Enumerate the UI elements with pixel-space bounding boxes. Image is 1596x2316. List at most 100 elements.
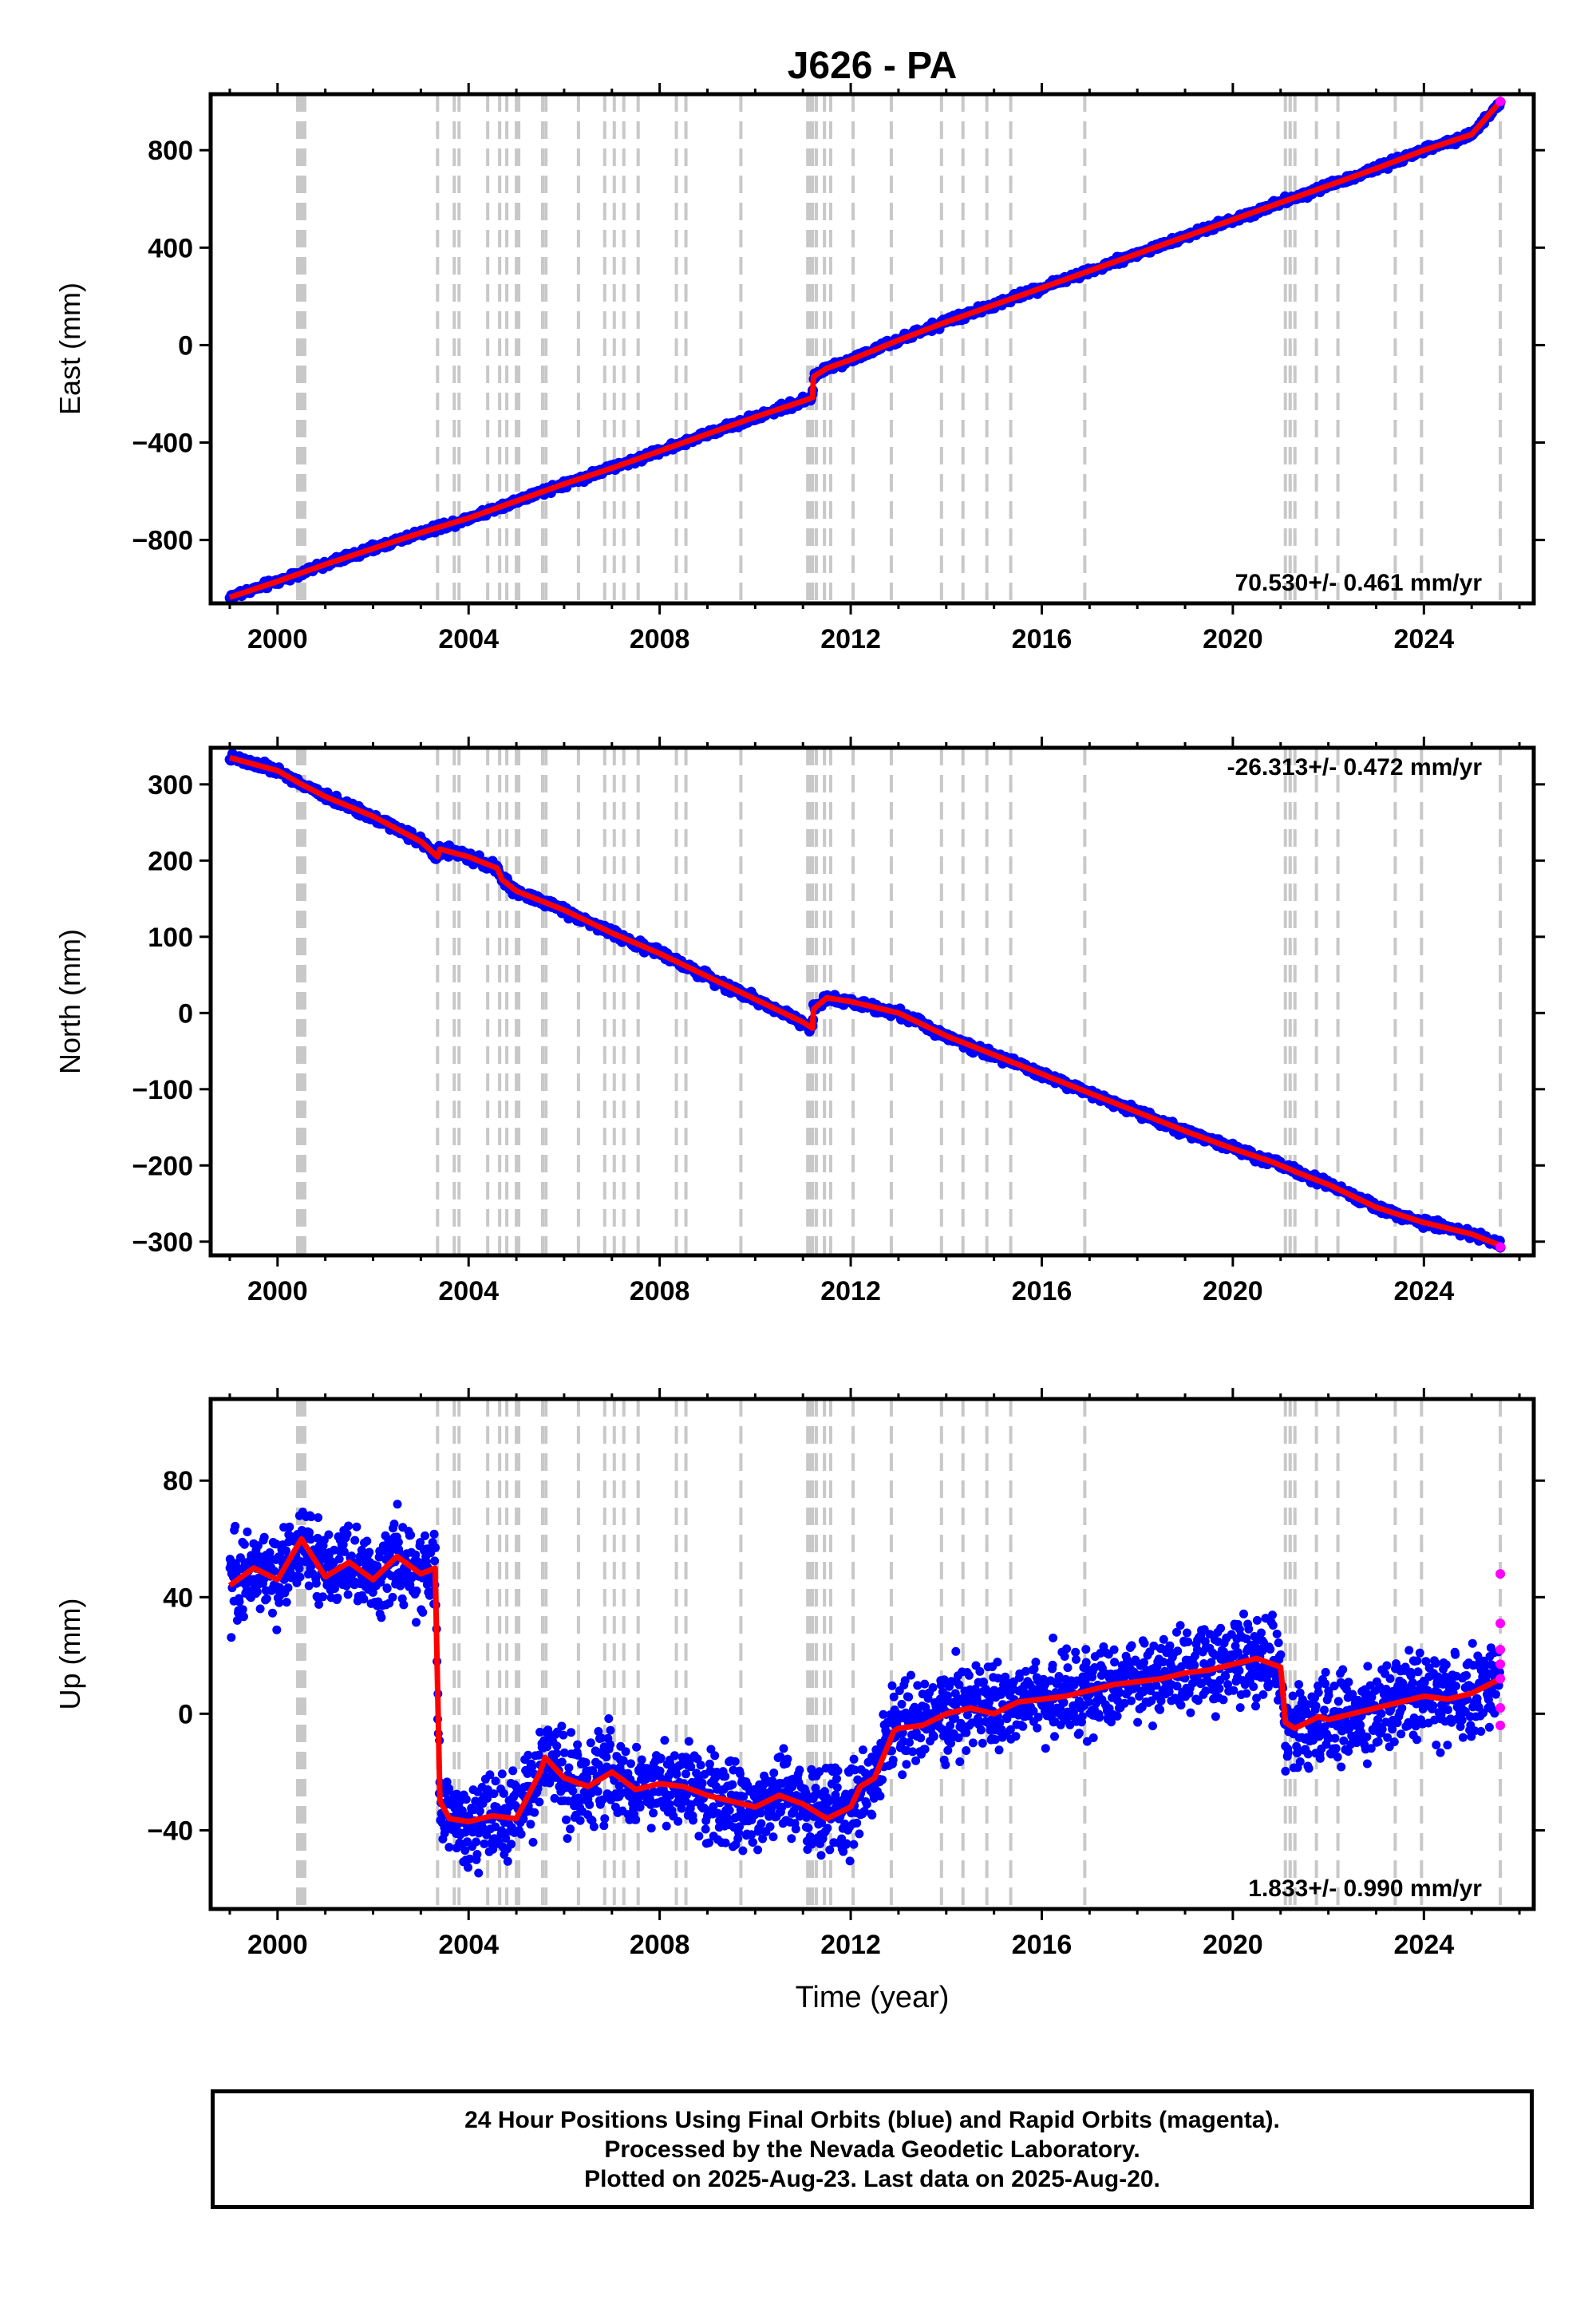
data-point (265, 1548, 275, 1557)
data-point (973, 1696, 982, 1705)
data-point (696, 1761, 705, 1770)
y-tick-label: 800 (148, 136, 193, 166)
data-point (706, 1745, 716, 1754)
data-point (543, 1742, 551, 1752)
data-point (388, 1592, 397, 1602)
data-point (817, 1818, 826, 1828)
data-point (852, 1818, 862, 1828)
data-point (878, 1775, 887, 1784)
data-point (721, 1772, 730, 1781)
data-point (656, 1753, 666, 1763)
y-tick-label: −800 (132, 526, 193, 556)
data-point (897, 1699, 907, 1709)
data-point (943, 1691, 952, 1701)
data-point (725, 1805, 734, 1815)
data-point (1018, 1721, 1028, 1731)
data-point (262, 1594, 271, 1603)
data-point (472, 1850, 482, 1859)
x-tick-label: 2008 (630, 624, 690, 654)
data-point (598, 1795, 607, 1804)
data-point (543, 1725, 553, 1735)
x-tick-label: 2016 (1012, 1276, 1073, 1306)
data-point (963, 1710, 972, 1720)
data-point (950, 1689, 960, 1698)
data-point (747, 1830, 757, 1840)
data-point (268, 1608, 277, 1618)
data-point (993, 1658, 1002, 1667)
data-point (907, 1670, 915, 1680)
data-point (507, 1840, 516, 1849)
data-point (270, 1567, 279, 1576)
data-point (701, 1824, 710, 1834)
data-point (943, 1745, 953, 1755)
data-point (344, 1521, 354, 1531)
data-point (758, 1834, 768, 1844)
data-point (347, 1551, 356, 1561)
data-point (339, 1547, 349, 1556)
data-point (535, 1797, 544, 1807)
data-point (334, 1555, 344, 1563)
y-tick-label: −100 (132, 1075, 193, 1105)
data-point (283, 1583, 293, 1592)
data-point (483, 1793, 492, 1803)
data-point (962, 1746, 971, 1755)
data-point (705, 1838, 713, 1848)
data-point (825, 1845, 835, 1855)
y-axis-label: East (mm) (53, 283, 86, 415)
data-point (597, 1733, 606, 1743)
data-point (621, 1747, 630, 1757)
data-point (916, 1733, 926, 1743)
data-point (330, 1584, 339, 1593)
data-point (804, 1824, 813, 1832)
data-point (991, 1735, 1000, 1745)
data-point (295, 1572, 305, 1582)
data-point (1048, 1660, 1057, 1670)
y-tick-label: 200 (148, 846, 193, 876)
x-tick-label: 2020 (1203, 624, 1263, 654)
data-point (964, 1670, 974, 1680)
data-point (485, 1770, 495, 1780)
data-point (911, 1756, 921, 1765)
data-point (862, 1800, 871, 1809)
data-point (573, 1750, 583, 1760)
data-point (389, 1520, 399, 1529)
data-point (1002, 1714, 1012, 1724)
data-point (889, 1692, 899, 1701)
data-point (530, 1808, 539, 1817)
data-point (474, 1868, 484, 1878)
data-point (939, 1675, 949, 1685)
data-point (738, 1846, 748, 1856)
data-point (955, 1757, 965, 1766)
data-point (444, 1784, 454, 1793)
data-point (599, 1821, 609, 1831)
data-point (757, 1819, 766, 1828)
data-point (904, 1692, 914, 1701)
data-point (527, 1762, 537, 1772)
data-point (523, 1769, 532, 1778)
data-point (575, 1816, 585, 1825)
data-point (875, 1792, 885, 1800)
y-tick-label: −300 (132, 1227, 193, 1258)
x-tick-label: 2000 (247, 624, 308, 654)
data-point (900, 1676, 910, 1686)
series-rapid-orbits (1495, 97, 1506, 107)
data-point (606, 1740, 615, 1749)
data-point (488, 1844, 498, 1854)
data-point (674, 1816, 683, 1826)
y-tick-label: −200 (132, 1151, 193, 1181)
data-point (557, 1757, 567, 1767)
data-point (850, 1765, 859, 1775)
data-point (552, 1741, 562, 1751)
data-point (368, 1587, 377, 1597)
data-point (721, 1838, 730, 1848)
data-point (855, 1829, 864, 1839)
data-point (995, 1718, 1005, 1728)
data-point (832, 1774, 841, 1784)
data-point (594, 1727, 603, 1736)
data-point (920, 1745, 930, 1754)
data-point (929, 1732, 938, 1741)
y-tick-label: 100 (148, 923, 193, 953)
data-point (294, 1563, 304, 1573)
data-point (1033, 1713, 1043, 1722)
data-point (614, 1781, 624, 1791)
